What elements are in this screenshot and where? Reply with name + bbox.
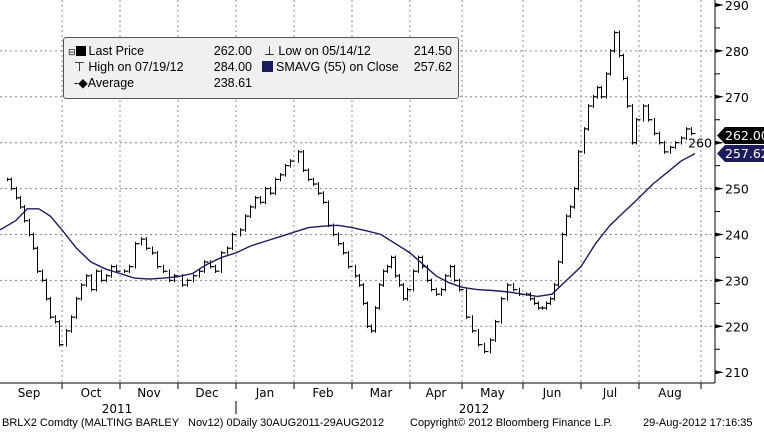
legend-value: 214.50 xyxy=(413,44,452,58)
y-tick xyxy=(715,48,724,53)
y-tick xyxy=(715,140,724,145)
legend-low: ⊥ Low on 05/14/12 xyxy=(264,44,371,59)
x-month-label: Dec xyxy=(195,386,218,400)
legend-label: Average xyxy=(87,76,135,90)
x-month-label: Oct xyxy=(81,386,102,400)
y-tick xyxy=(715,324,724,329)
legend-label: High on 07/19/12 xyxy=(88,60,184,74)
footer-timestamp: 29-Aug-2012 17:16:35 xyxy=(643,417,753,429)
x-month-label: Jun xyxy=(542,386,562,400)
x-year-label: 2012 xyxy=(459,402,490,416)
x-month-label: May xyxy=(480,386,505,400)
x-month-label: Feb xyxy=(312,386,333,400)
legend-last-price: ⊟ Last Price xyxy=(68,44,144,60)
x-month-label: Apr xyxy=(426,386,447,400)
y-tick xyxy=(715,186,724,191)
legend-high: ⊤ High on 07/19/12 xyxy=(74,60,184,75)
y-tick xyxy=(715,94,724,99)
last-price-tag: 262.00 xyxy=(717,127,764,144)
x-month-label: Jul xyxy=(602,386,617,400)
y-tick-label: 260 xyxy=(688,136,712,151)
y-tick-label: 220 xyxy=(725,319,749,334)
x-month-label: Sep xyxy=(18,386,41,400)
legend: ⊟ Last Price 262.00 ⊤ High on 07/19/12 28… xyxy=(63,37,459,99)
legend-sma: SMAVG (55) on Close xyxy=(262,60,399,75)
y-tick-label: 230 xyxy=(725,273,749,288)
average-marker-icon: -◆ xyxy=(74,76,88,90)
collapse-icon: ⊟ xyxy=(68,47,76,57)
y-tick xyxy=(715,278,724,283)
y-tick xyxy=(715,370,724,375)
legend-average: -◆Average xyxy=(74,76,134,91)
y-tick-label: 280 xyxy=(725,44,749,59)
footer-security: BRLX2 Comdty (MALTING BARLEY xyxy=(2,417,180,429)
x-month-label: Jan xyxy=(255,386,275,400)
legend-value: 284.00 xyxy=(213,60,252,74)
y-tick xyxy=(715,3,724,7)
y-tick-label: 240 xyxy=(725,228,749,243)
legend-label: Low on 05/14/12 xyxy=(278,44,371,58)
y-tick xyxy=(715,232,724,237)
y-tick-label: 290 xyxy=(725,0,749,13)
low-marker-icon: ⊥ xyxy=(264,44,275,58)
legend-label: SMAVG (55) on Close xyxy=(276,60,399,74)
sma-line xyxy=(0,153,696,298)
sma-tag: 257.62 xyxy=(717,145,764,162)
legend-label: Last Price xyxy=(88,44,145,58)
x-month-label: Aug xyxy=(658,386,681,400)
high-marker-icon: ⊤ xyxy=(74,60,85,74)
y-tick-label: 270 xyxy=(725,90,749,105)
footer-copyright: Copyright© 2012 Bloomberg Finance L.P. xyxy=(410,417,613,429)
legend-value: 262.00 xyxy=(213,44,252,58)
legend-value: 238.61 xyxy=(213,76,252,90)
sma-swatch-icon xyxy=(262,61,273,72)
x-year-label: 2011 xyxy=(102,402,133,416)
y-tick-label: 210 xyxy=(725,365,749,380)
x-month-label: Mar xyxy=(370,386,393,400)
x-month-label: Nov xyxy=(137,386,160,400)
last-price-swatch-icon xyxy=(75,46,86,56)
legend-value: 257.62 xyxy=(413,60,452,74)
footer-period: Nov12) 0Daily 30AUG2011-29AUG2012 xyxy=(188,417,385,429)
y-tick-label: 250 xyxy=(725,182,749,197)
